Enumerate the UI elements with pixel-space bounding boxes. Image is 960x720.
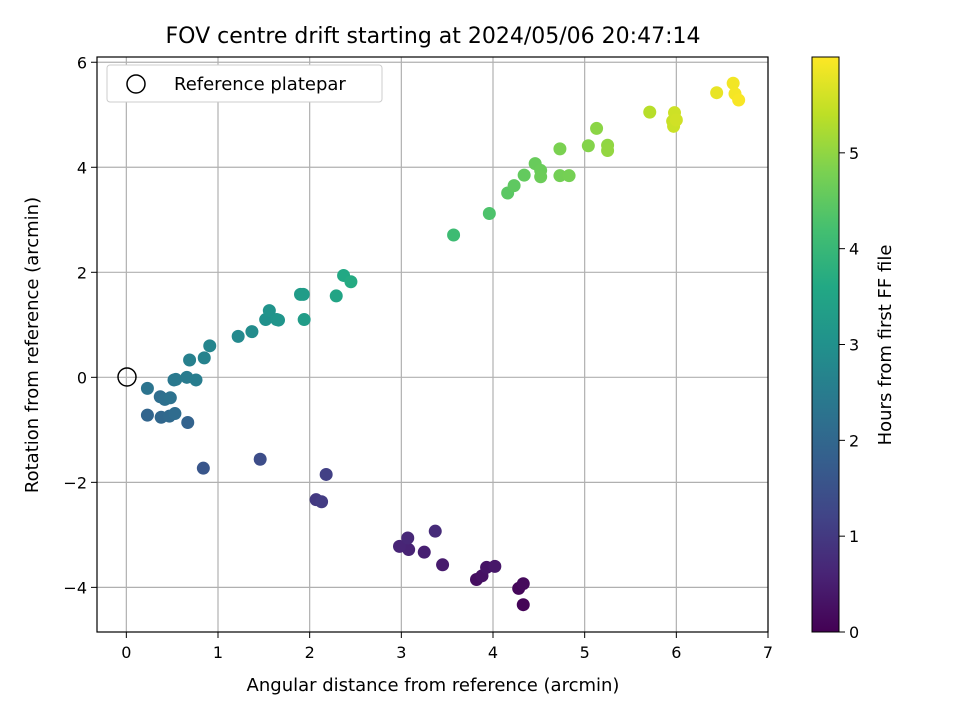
y-tick-label: 0 [77,368,87,387]
data-point [169,372,183,386]
data-point [183,353,197,367]
plot-frame [96,56,769,633]
data-points [140,76,746,612]
data-point [393,539,406,553]
data-point [196,461,210,475]
data-point [428,524,442,538]
data-point [203,339,217,353]
data-point [436,558,450,572]
x-axis-ticks: 0 1 2 3 4 5 6 7 [121,632,773,662]
x-tick-label: 2 [305,643,315,662]
data-point [315,495,329,509]
y-tick-label: 6 [77,53,87,72]
colorbar-tick-label: 3 [849,336,859,355]
data-point [516,598,530,612]
x-tick-label: 6 [671,643,681,662]
data-point [181,415,195,429]
data-point [507,179,521,193]
x-tick-label: 1 [213,643,223,662]
data-point [601,143,615,157]
colorbar-label: Hours from first FF file [875,245,896,446]
colorbar-tick-label: 0 [849,623,859,642]
colorbar-gradient [811,56,840,633]
x-tick-label: 7 [763,643,773,662]
colorbar: 0 1 2 3 4 5 Hours from first FF file [811,56,896,642]
data-point [253,452,267,466]
legend: Reference platepar [106,64,383,103]
legend-label: Reference platepar [174,74,346,95]
data-point [488,559,502,573]
x-tick-label: 4 [488,643,498,662]
data-point [581,139,595,153]
data-point [553,142,567,156]
data-point [401,531,415,545]
y-axis-label: Rotation from reference (arcmin) [22,197,43,493]
data-point [516,577,530,591]
data-point [534,170,548,184]
data-point [517,168,531,182]
x-tick-label: 3 [396,643,406,662]
y-tick-label: 4 [77,158,87,177]
colorbar-ticks: 0 1 2 3 4 5 [839,144,859,642]
y-axis-ticks: −4 −2 0 2 4 6 [63,53,97,597]
data-point [245,325,259,339]
colorbar-tick-label: 4 [849,240,859,259]
y-tick-label: −4 [63,578,87,597]
data-point [168,407,182,421]
data-point [643,105,657,119]
data-point [553,169,567,183]
reference-platepar-marker [117,367,137,387]
grid [97,57,769,632]
data-point [272,313,285,327]
colorbar-tick-label: 5 [849,144,859,163]
data-point [482,206,496,220]
colorbar-tick-label: 2 [849,431,859,450]
y-tick-label: 2 [77,263,87,282]
data-point [140,381,154,395]
data-point [296,287,310,301]
data-point [669,113,683,127]
y-tick-label: −2 [63,473,87,492]
data-point [297,313,311,327]
data-point [417,545,431,559]
data-point [262,304,276,318]
data-point [197,351,211,365]
data-point [140,408,154,422]
legend-marker [126,74,146,94]
chart-title: FOV centre drift starting at 2024/05/06 … [166,24,701,49]
data-point [163,391,177,405]
data-point [726,76,740,90]
data-point [329,289,343,303]
legend-box [106,64,383,103]
data-point [710,86,724,100]
data-point [344,275,358,289]
data-point [590,121,604,135]
data-point [189,373,203,387]
data-point [562,169,576,183]
data-point [231,329,245,343]
x-tick-label: 0 [121,643,131,662]
colorbar-tick-label: 1 [849,527,859,546]
data-point [732,93,746,107]
x-tick-label: 5 [580,643,590,662]
data-point [447,228,461,242]
data-point [319,467,333,481]
x-axis-label: Angular distance from reference (arcmin) [247,675,620,696]
